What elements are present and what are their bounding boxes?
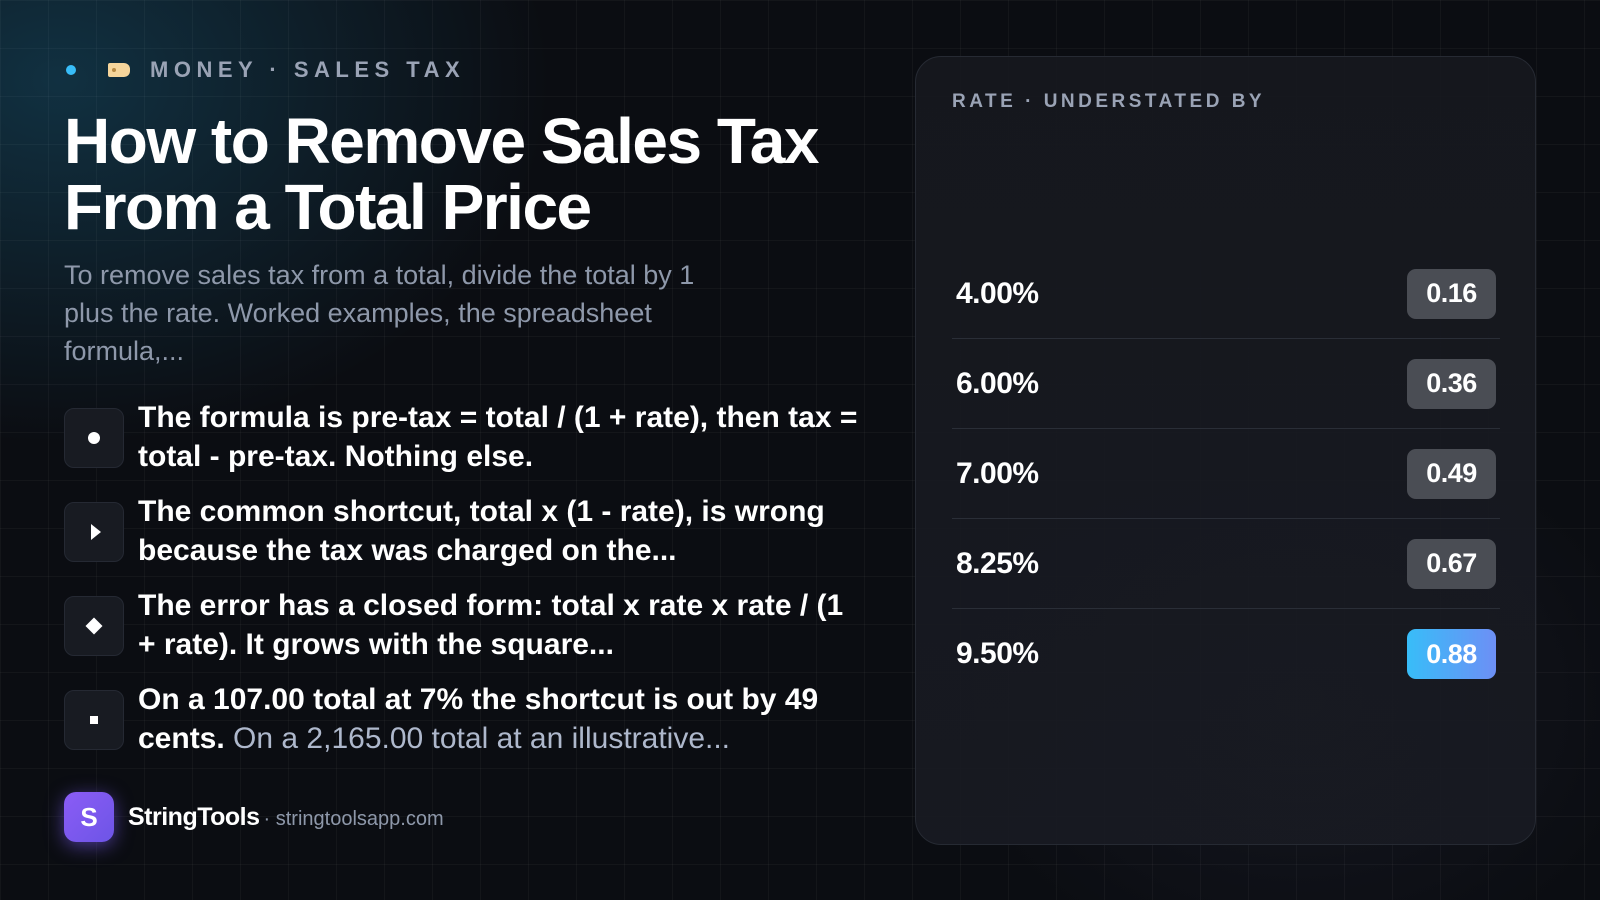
accent-dot-icon (66, 65, 76, 75)
value-badge-highlight: 0.88 (1407, 629, 1496, 679)
list-item: On a 107.00 total at 7% the shortcut is … (64, 680, 884, 760)
brand-url[interactable]: · stringtoolsapp.com (263, 807, 444, 830)
table-row: 4.00% 0.16 (952, 249, 1500, 339)
square-icon (64, 690, 124, 750)
value-badge: 0.36 (1407, 358, 1496, 409)
rate-label: 8.25% (956, 546, 1039, 580)
table-row: 7.00% 0.49 (952, 429, 1500, 519)
value-badge: 0.49 (1407, 448, 1496, 499)
table-row: 8.25% 0.67 (952, 519, 1500, 609)
list-item: The common shortcut, total x (1 - rate),… (64, 492, 884, 572)
list-item: The error has a closed form: total x rat… (64, 586, 884, 666)
bullet-list: The formula is pre-tax = total / (1 + ra… (64, 398, 884, 774)
brand: S StringTools · stringtoolsapp.com (64, 792, 444, 842)
content-column: MONEY · SALES TAX How to Remove Sales Ta… (64, 0, 884, 900)
circle-icon (64, 408, 124, 468)
table-row: 9.50% 0.88 (952, 609, 1500, 699)
brand-name: StringTools (128, 802, 260, 831)
triangle-icon (64, 502, 124, 562)
bullet-text: The formula is pre-tax = total / (1 + ra… (138, 401, 858, 473)
panel-title: RATE · UNDERSTATED BY (952, 91, 1266, 112)
rate-table: 4.00% 0.16 6.00% 0.36 7.00% 0.49 8.25% 0… (952, 249, 1500, 699)
rate-label: 4.00% (956, 276, 1039, 310)
value-badge: 0.67 (1407, 538, 1496, 589)
rate-panel: RATE · UNDERSTATED BY 4.00% 0.16 6.00% 0… (915, 56, 1536, 845)
page-title: How to Remove Sales Tax From a Total Pri… (64, 105, 819, 243)
tag-icon (108, 63, 130, 77)
bullet-text-muted: On a 2,165.00 total at an illustrative..… (224, 722, 731, 755)
value-badge: 0.16 (1407, 268, 1496, 319)
bullet-text: The common shortcut, total x (1 - rate),… (138, 495, 825, 567)
list-item: The formula is pre-tax = total / (1 + ra… (64, 398, 884, 478)
table-row: 6.00% 0.36 (952, 339, 1500, 429)
brand-logo-icon: S (64, 792, 114, 842)
page-subtitle: To remove sales tax from a total, divide… (64, 260, 695, 366)
eyebrow-text: MONEY · SALES TAX (150, 57, 466, 82)
eyebrow: MONEY · SALES TAX (64, 57, 466, 82)
rate-label: 6.00% (956, 366, 1039, 400)
rate-label: 9.50% (956, 637, 1039, 670)
diamond-icon (64, 596, 124, 656)
bullet-text: The error has a closed form: total x rat… (138, 589, 844, 661)
rate-label: 7.00% (956, 456, 1039, 490)
bullet-text: On a 107.00 total at 7% the shortcut is … (138, 683, 819, 755)
